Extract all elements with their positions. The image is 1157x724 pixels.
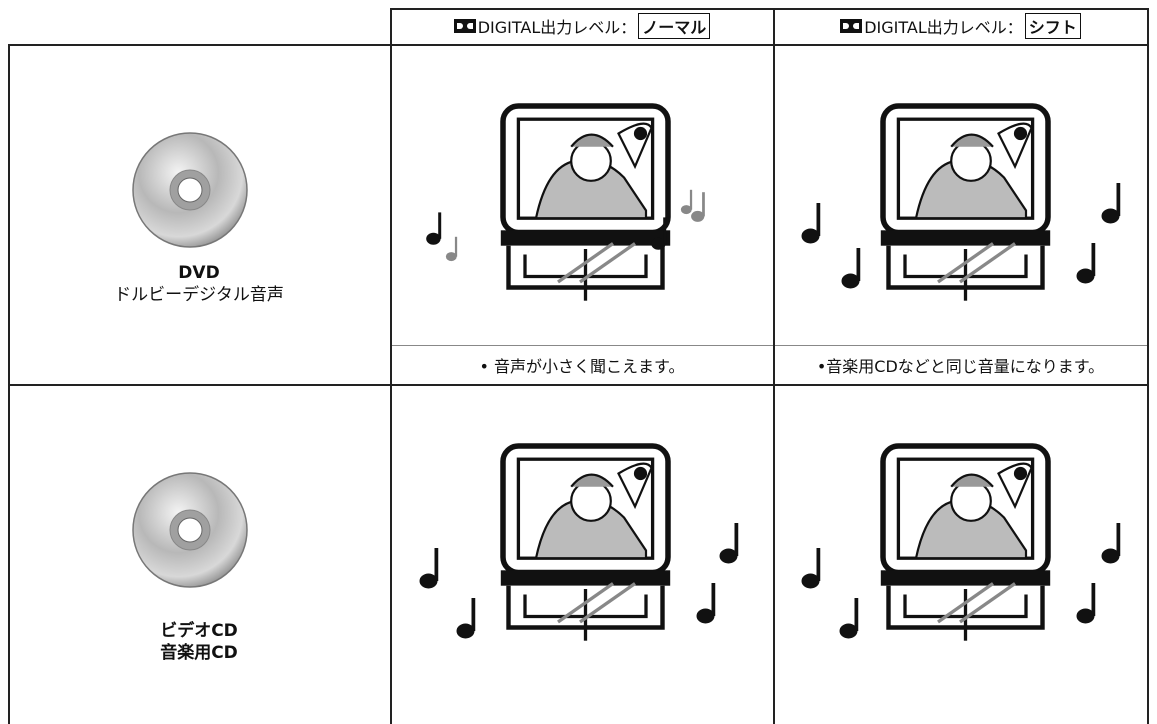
source-label: ビデオCD 音楽用CD bbox=[8, 620, 390, 664]
table-border bbox=[8, 384, 1148, 386]
header-label: DIGITAL出力レベル： bbox=[864, 18, 1023, 37]
header-mode: ノーマル bbox=[638, 13, 711, 39]
table-border bbox=[390, 8, 1148, 10]
table-border bbox=[1147, 8, 1149, 724]
tv-normal-cd bbox=[419, 446, 739, 641]
table-border bbox=[390, 345, 1148, 346]
source-title: ビデオCD bbox=[160, 621, 238, 641]
source-label: DVD ドルビーデジタル音声 bbox=[8, 262, 390, 306]
disc-icon bbox=[132, 472, 248, 588]
dolby-logo bbox=[453, 19, 476, 33]
caption: • 音声が小さく聞こえます。 bbox=[479, 356, 685, 376]
table-border bbox=[8, 44, 10, 724]
tv-shift bbox=[801, 106, 1121, 301]
disc-icon bbox=[132, 132, 248, 248]
column-header: DIGITAL出力レベル： ノーマル bbox=[391, 8, 773, 44]
header-mode: シフト bbox=[1024, 13, 1081, 39]
table-border bbox=[8, 44, 1148, 46]
table-border bbox=[390, 8, 392, 724]
column-header: DIGITAL出力レベル： シフト bbox=[774, 8, 1147, 44]
tv-normal bbox=[426, 106, 705, 301]
caption: •音楽用CDなどと同じ音量になります。 bbox=[816, 356, 1105, 376]
source-title: 音楽用CD bbox=[160, 643, 238, 663]
tv-shift-cd bbox=[801, 446, 1121, 641]
header-label: DIGITAL出力レベル： bbox=[477, 18, 637, 37]
dolby-logo bbox=[840, 19, 863, 33]
source-subtitle: ドルビーデジタル音声 bbox=[114, 285, 284, 305]
table-border bbox=[773, 8, 775, 724]
source-title: DVD bbox=[178, 263, 220, 283]
